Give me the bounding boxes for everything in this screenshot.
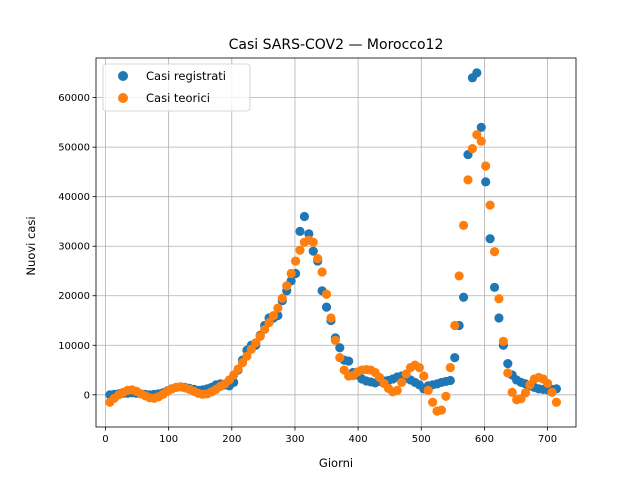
data-point xyxy=(507,387,517,397)
data-point xyxy=(246,344,256,354)
x-tick-label: 700 xyxy=(538,434,557,445)
data-point xyxy=(308,246,318,256)
y-tick-label: 30000 xyxy=(58,242,90,253)
data-point xyxy=(251,338,261,348)
data-point xyxy=(445,362,455,373)
data-point xyxy=(428,397,438,407)
data-point xyxy=(503,368,513,378)
data-point xyxy=(481,177,491,187)
data-point xyxy=(401,369,411,379)
data-point xyxy=(476,136,486,146)
data-point xyxy=(441,391,451,401)
data-point xyxy=(237,358,248,368)
x-tick-label: 100 xyxy=(159,434,178,445)
x-tick-label: 300 xyxy=(285,434,304,445)
data-point xyxy=(299,211,310,222)
data-point xyxy=(233,364,243,374)
data-point xyxy=(308,237,318,247)
legend-label-casi-teorici: Casi teorici xyxy=(146,91,210,105)
data-point xyxy=(344,356,354,366)
data-point xyxy=(450,320,460,331)
data-point xyxy=(260,324,270,335)
data-point xyxy=(476,122,486,132)
data-point xyxy=(436,405,447,415)
y-tick-label: 20000 xyxy=(58,291,90,302)
data-point xyxy=(551,397,562,407)
legend-marker-casi-registrati xyxy=(118,71,128,81)
data-point xyxy=(467,144,478,154)
data-point xyxy=(277,293,287,303)
data-point xyxy=(304,229,314,239)
data-point xyxy=(414,362,424,373)
data-point xyxy=(485,234,495,244)
x-tick-label: 400 xyxy=(349,434,368,445)
data-point xyxy=(454,271,464,281)
data-point xyxy=(494,313,504,323)
x-axis-label: Giorni xyxy=(319,456,353,470)
y-tick-label: 10000 xyxy=(58,341,90,352)
data-point xyxy=(321,302,332,312)
data-point xyxy=(485,200,495,210)
legend: Casi registrati Casi teorici xyxy=(102,63,251,112)
data-point xyxy=(273,303,283,313)
data-point xyxy=(397,377,407,388)
data-point xyxy=(458,292,469,302)
x-tick-label: 200 xyxy=(222,434,241,445)
data-point xyxy=(392,385,402,395)
data-point xyxy=(489,282,500,292)
data-point xyxy=(295,226,305,236)
data-point xyxy=(326,313,336,323)
y-tick-label: 60000 xyxy=(58,93,90,104)
data-point xyxy=(242,351,252,361)
data-point xyxy=(520,388,531,398)
data-point xyxy=(503,359,513,369)
data-point xyxy=(498,336,508,346)
data-point xyxy=(321,289,332,299)
data-point xyxy=(313,253,323,264)
data-point xyxy=(547,387,557,397)
chart-title: Casi SARS-COV2 — Morocco12 xyxy=(229,37,444,53)
data-point xyxy=(286,268,296,279)
x-tick-label: 500 xyxy=(412,434,431,445)
data-point xyxy=(445,375,455,386)
x-tick-label: 600 xyxy=(475,434,494,445)
y-tick-label: 50000 xyxy=(58,143,90,154)
y-tick-label: 40000 xyxy=(58,192,90,203)
data-point xyxy=(463,175,473,185)
data-point xyxy=(282,281,292,291)
y-axis-label: Nuovi casi xyxy=(24,216,38,275)
data-point xyxy=(419,371,429,381)
x-tick-label: 0 xyxy=(102,434,108,445)
data-markers xyxy=(105,68,562,416)
data-point xyxy=(295,245,305,255)
y-tick-label: 0 xyxy=(84,390,90,401)
data-point xyxy=(268,310,279,321)
data-point xyxy=(542,378,553,389)
legend-marker-casi-teorici xyxy=(118,93,128,103)
data-point xyxy=(290,256,301,266)
series-2 xyxy=(105,130,562,416)
data-point xyxy=(317,267,327,277)
data-point xyxy=(255,331,265,341)
legend-label-casi-registrati: Casi registrati xyxy=(146,69,226,83)
data-point xyxy=(335,343,345,353)
data-point xyxy=(264,317,274,328)
data-point xyxy=(423,385,433,395)
data-point xyxy=(472,68,482,78)
axis-ticks: 0 100 200 300 400 500 600 700 0 10000 20000 30000 40… xyxy=(58,93,557,445)
data-point xyxy=(330,335,340,345)
data-point xyxy=(458,220,469,231)
data-point xyxy=(472,130,482,140)
data-point xyxy=(481,161,491,171)
data-point xyxy=(450,353,460,363)
data-point xyxy=(489,247,500,257)
plot-frame xyxy=(95,57,577,428)
data-point xyxy=(335,353,345,363)
legend-box xyxy=(102,63,251,112)
data-point xyxy=(494,294,504,304)
